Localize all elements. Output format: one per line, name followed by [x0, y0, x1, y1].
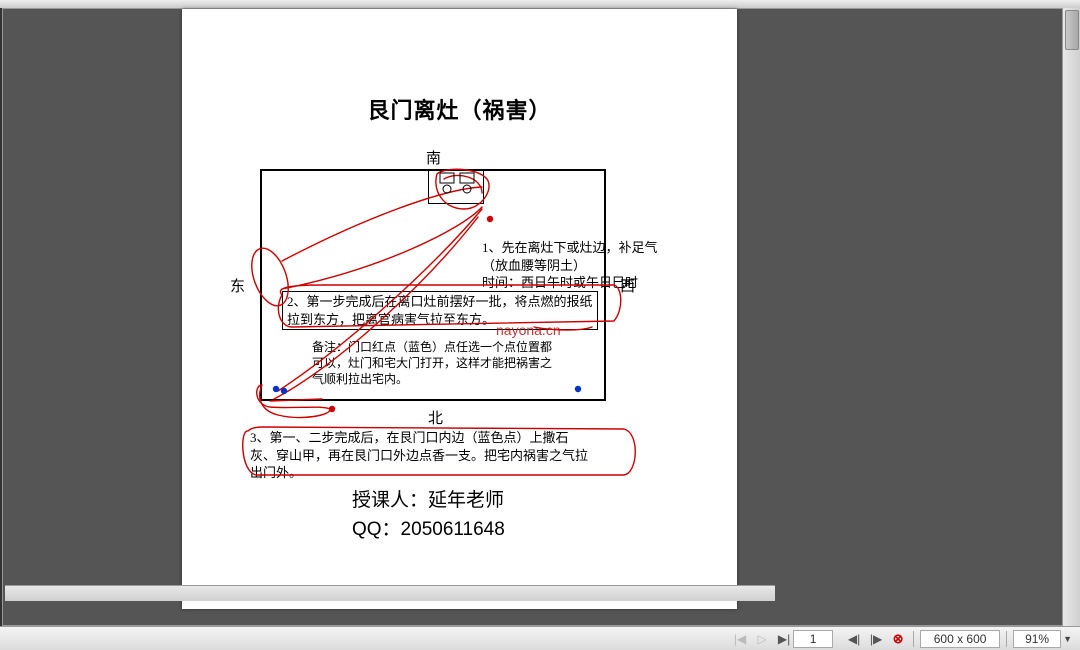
direction-east: 东 [230, 275, 245, 296]
document-page: 艮门离灶（祸害） 南 东 西 北 1、先在离灶下或灶边，补足气 （放血腰等阴土）… [182, 9, 737, 609]
zoom-field[interactable]: 91% [1013, 630, 1061, 648]
nav-controls: |◀ ▷ ▶| [731, 631, 793, 647]
instruction-2-line1: 2、第一步完成后在离口灶前摆好一批，将点燃的报纸 [287, 294, 593, 309]
scrollbar-thumb[interactable] [1065, 10, 1079, 50]
watermark: nayona.cn [496, 322, 561, 338]
toolbar-strip [0, 0, 1080, 8]
direction-north: 北 [428, 407, 443, 428]
frame-prev-button[interactable]: ◀| [845, 631, 863, 647]
lecturer-block: 授课人：延年老师 QQ：2050611648 [352, 487, 712, 544]
note-line1: 备注：门口红点（蓝色）点任选一个点位置都 [312, 339, 642, 355]
instruction-1: 1、先在离灶下或灶边，补足气 （放血腰等阴土） 时间：酉日午时或午日巳时 [482, 239, 722, 292]
lecturer-line2: QQ：2050611648 [352, 516, 712, 545]
inner-room [428, 170, 484, 204]
instruction-3: 3、第一、二步完成后，在艮门口内边（蓝色点）上撒石 灰、穿山甲，再在艮门口外边点… [250, 429, 630, 482]
stop-button[interactable]: ⊗ [889, 631, 907, 647]
note-block: 备注：门口红点（蓝色）点任选一个点位置都 可以，灶门和宅大门打开，这样才能把祸害… [312, 339, 642, 388]
instruction-2-line2: 拉到东方，把离官病害气拉至东方。 [287, 312, 495, 327]
separator [1006, 631, 1007, 647]
note-line2: 可以，灶门和宅大门打开，这样才能把祸害之 [312, 355, 642, 371]
frame-next-button[interactable]: |▶ [867, 631, 885, 647]
viewer-frame: 艮门离灶（祸害） 南 东 西 北 1、先在离灶下或灶边，补足气 （放血腰等阴土）… [0, 0, 1080, 650]
page-number-field[interactable]: 1 [793, 630, 833, 648]
nav-first-button[interactable]: |◀ [731, 631, 749, 647]
instruction-3-line2: 灰、穿山甲，再在艮门口外边点香一支。把宅内祸害之气拉 [250, 447, 630, 465]
instruction-3-line3: 出门外。 [250, 464, 630, 482]
note-line3: 气顺利拉出宅内。 [312, 371, 642, 387]
separator [913, 631, 914, 647]
zoom-dropdown-icon[interactable]: ▼ [1063, 634, 1072, 644]
instruction-1-line3: 时间：酉日午时或午日巳时 [482, 274, 722, 292]
lecturer-line1: 授课人：延年老师 [352, 487, 712, 516]
nav-play-button[interactable]: ▷ [753, 631, 771, 647]
vertical-scrollbar[interactable] [1062, 8, 1080, 626]
frame-controls: ◀| |▶ ⊗ [845, 631, 907, 647]
status-bar: |◀ ▷ ▶| 1 ◀| |▶ ⊗ 600 x 600 91% ▼ [0, 626, 1080, 650]
instruction-1-line1: 1、先在离灶下或灶边，补足气 [482, 239, 722, 257]
zoom-value: 91% [1025, 632, 1049, 646]
page-title: 艮门离灶（祸害） [182, 93, 737, 125]
horizontal-scrollbar[interactable] [5, 585, 775, 601]
direction-south: 南 [426, 147, 441, 168]
dimensions-field: 600 x 600 [920, 630, 1000, 648]
instruction-3-line1: 3、第一、二步完成后，在艮门口内边（蓝色点）上撒石 [250, 429, 630, 447]
workspace: 艮门离灶（祸害） 南 东 西 北 1、先在离灶下或灶边，补足气 （放血腰等阴土）… [2, 8, 1078, 626]
nav-last-button[interactable]: ▶| [775, 631, 793, 647]
instruction-2: 2、第一步完成后在离口灶前摆好一批，将点燃的报纸 拉到东方，把离官病害气拉至东方… [282, 291, 622, 330]
instruction-1-line2: （放血腰等阴土） [482, 257, 722, 275]
